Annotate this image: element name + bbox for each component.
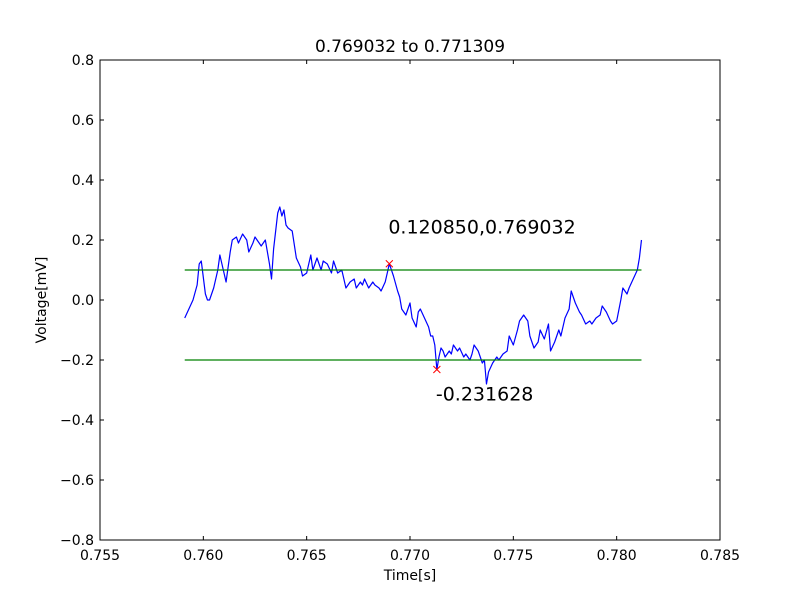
y-tick-label: −0.4 — [60, 413, 94, 429]
series-line-0 — [184, 206, 643, 385]
annotation-label-1: -0.231628 — [436, 383, 534, 405]
y-tick-label: 0.6 — [72, 113, 94, 129]
plot-area — [184, 206, 643, 385]
y-tick-label: −0.8 — [60, 533, 94, 549]
y-axis-title: Voltage[mV] — [34, 257, 50, 344]
chart-title: 0.769032 to 0.771309 — [315, 37, 505, 57]
x-tick-label: 0.780 — [597, 548, 637, 564]
x-tick-label: 0.770 — [390, 548, 430, 564]
x-tick-label: 0.785 — [700, 548, 740, 564]
y-tick-label: −0.6 — [60, 473, 94, 489]
y-tick-label: 0.2 — [72, 233, 94, 249]
x-tick-label: 0.760 — [183, 548, 223, 564]
x-tick-label: 0.755 — [80, 548, 120, 564]
y-tick-label: −0.2 — [60, 353, 94, 369]
x-tick-label: 0.765 — [287, 548, 327, 564]
annotations: 0.120850,0.769032 -0.231628 — [388, 217, 575, 406]
annotation-label-0: 0.120850,0.769032 — [388, 217, 575, 239]
marker-x-0 — [385, 259, 394, 268]
y-tick-label: 0.0 — [72, 293, 94, 309]
x-axis-title: Time[s] — [383, 568, 436, 584]
ticks: 0.755 0.760 0.765 0.770 0.775 0.780 0.785 −0.8 −… — [60, 53, 740, 564]
y-tick-label: 0.8 — [72, 53, 94, 69]
x-tick-label: 0.775 — [493, 548, 533, 564]
marker-x-1 — [433, 365, 441, 374]
y-tick-label: 0.4 — [72, 173, 94, 189]
